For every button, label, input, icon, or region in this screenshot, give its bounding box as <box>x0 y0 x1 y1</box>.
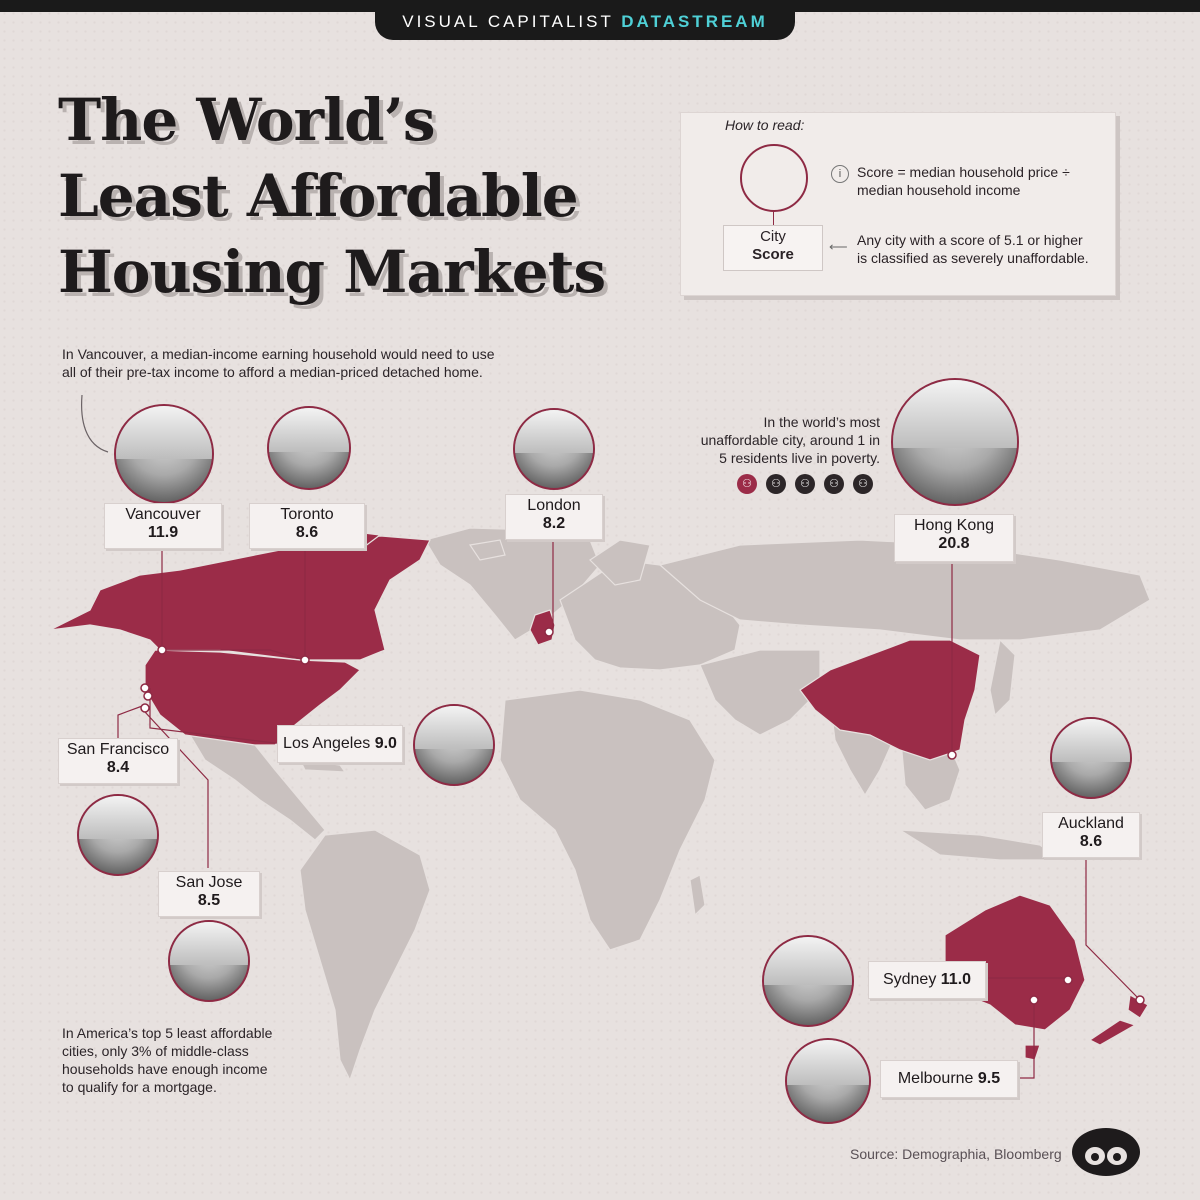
page-title: The World’s Least Affordable Housing Mar… <box>58 82 638 310</box>
info-icon: i <box>831 165 849 183</box>
city-name: Toronto <box>280 506 334 523</box>
city-score: 20.8 <box>938 535 970 552</box>
toronto-photo <box>267 406 351 490</box>
hongkong-note-line-2: unaffordable city, around 1 in <box>700 432 880 448</box>
city-label-auckland: Auckland 8.6 <box>1042 812 1140 858</box>
brand-banner: VISUAL CAPITALIST DATASTREAM <box>375 0 795 40</box>
city-label-toronto: Toronto 8.6 <box>249 503 365 549</box>
legend-circle-icon <box>740 144 808 212</box>
brand-prefix: VISUAL CAPITALIST <box>402 12 614 31</box>
city-label-los-angeles: Los Angeles 9.0 <box>277 725 403 763</box>
legend-threshold: Any city with a score of 5.1 or higher i… <box>857 231 1107 267</box>
title-line-2: Least Affordable <box>58 162 579 230</box>
city-label-san-jose: San Jose 8.5 <box>158 871 260 917</box>
san-francisco-photo <box>77 794 159 876</box>
legend-city: City <box>760 228 786 245</box>
threshold-line-2: is classified as severely unaffordable. <box>857 250 1089 266</box>
people-icon: ⚇ <box>766 474 786 494</box>
america-note-line-2: cities, only 3% of middle-class <box>62 1043 249 1059</box>
city-score: 9.0 <box>374 735 397 752</box>
city-marker-vancouver <box>157 645 167 655</box>
highlighted-countries <box>49 529 1149 1061</box>
city-marker-los-angeles <box>140 703 150 713</box>
city-score: 8.6 <box>1079 833 1103 850</box>
people-icon: ⚇ <box>795 474 815 494</box>
america-note: In America’s top 5 least affordable citi… <box>62 1024 282 1096</box>
title-line-3: Housing Markets <box>58 238 606 306</box>
city-marker-sydney <box>1063 975 1073 985</box>
city-score: 11.9 <box>147 524 179 541</box>
city-name: Melbourne <box>897 1070 974 1087</box>
city-marker-toronto <box>300 655 310 665</box>
city-marker-san-jose <box>143 691 153 701</box>
city-score: 8.4 <box>106 759 130 776</box>
los-angeles-photo <box>413 704 495 786</box>
city-name: Vancouver <box>125 506 201 523</box>
hong-kong-photo <box>891 378 1019 506</box>
city-name: Los Angeles <box>283 735 371 752</box>
arrow-left-icon: ⟵ <box>829 239 848 254</box>
canada-shape <box>49 535 431 661</box>
melbourne-photo <box>785 1038 871 1124</box>
america-note-line-1: In America’s top 5 least affordable <box>62 1025 273 1041</box>
how-to-read-legend: How to read: City Score i Score = median… <box>680 112 1116 296</box>
city-name: San Jose <box>175 874 243 891</box>
america-note-line-3: households have enough income <box>62 1061 268 1077</box>
city-label-sydney: Sydney 11.0 <box>868 961 986 999</box>
people-icon: ⚇ <box>737 474 757 494</box>
city-name: London <box>527 497 581 514</box>
vancouver-note: In Vancouver, a median-income earning ho… <box>62 345 502 381</box>
auckland-photo <box>1050 717 1132 799</box>
formula-line-2: median household income <box>857 182 1021 198</box>
legend-stem <box>773 211 774 225</box>
legend-city-score: City Score <box>723 225 823 271</box>
city-label-london: London 8.2 <box>505 494 603 540</box>
hongkong-note: In the world’s most unaffordable city, a… <box>690 413 880 467</box>
china-shape <box>799 639 981 761</box>
city-marker-london <box>544 627 554 637</box>
city-marker-san-francisco <box>140 683 150 693</box>
city-markers <box>140 627 1145 1005</box>
city-name: Auckland <box>1058 815 1124 832</box>
legend-formula: Score = median household price ÷ median … <box>857 163 1097 199</box>
city-label-vancouver: Vancouver 11.9 <box>104 503 222 549</box>
hongkong-note-line-1: In the world’s most <box>763 414 880 430</box>
city-marker-melbourne <box>1029 995 1039 1005</box>
legend-score: Score <box>752 246 794 263</box>
vancouver-photo <box>114 404 214 504</box>
city-score: 9.5 <box>977 1070 1001 1087</box>
brand-suffix: DATASTREAM <box>621 12 768 31</box>
san-jose-photo <box>168 920 250 1002</box>
city-label-melbourne: Melbourne 9.5 <box>880 1060 1018 1098</box>
city-marker-auckland <box>1135 995 1145 1005</box>
formula-line-1: Score = median household price ÷ <box>857 164 1070 180</box>
city-score: 8.2 <box>542 515 566 532</box>
legend-heading: How to read: <box>725 117 805 133</box>
poverty-people-icons: ⚇ ⚇ ⚇ ⚇ ⚇ <box>737 474 882 494</box>
city-label-san-francisco: San Francisco 8.4 <box>58 738 178 784</box>
sydney-photo <box>762 935 854 1027</box>
city-label-hong-kong: Hong Kong 20.8 <box>894 514 1014 562</box>
city-score: 8.6 <box>295 524 319 541</box>
city-name: San Francisco <box>66 741 170 758</box>
title-line-1: The World’s <box>58 86 436 154</box>
city-name: Sydney <box>882 971 937 988</box>
vancouver-note-line-1: In Vancouver, a median-income earning ho… <box>62 346 495 362</box>
city-name: Hong Kong <box>913 517 995 534</box>
city-marker-hong-kong <box>947 750 957 760</box>
london-photo <box>513 408 595 490</box>
city-score: 11.0 <box>940 971 972 988</box>
people-icon: ⚇ <box>853 474 873 494</box>
threshold-line-1: Any city with a score of 5.1 or higher <box>857 232 1083 248</box>
america-note-line-4: to qualify for a mortgage. <box>62 1079 217 1095</box>
vancouver-note-arrow <box>81 394 109 453</box>
visual-capitalist-logo-icon <box>1072 1128 1140 1176</box>
vancouver-note-line-2: all of their pre-tax income to afford a … <box>62 364 483 380</box>
people-icon: ⚇ <box>824 474 844 494</box>
city-score: 8.5 <box>197 892 221 909</box>
source-note: Source: Demographia, Bloomberg <box>850 1146 1062 1162</box>
hongkong-note-line-3: 5 residents live in poverty. <box>719 450 880 466</box>
tasmania-shape <box>1024 1044 1041 1061</box>
